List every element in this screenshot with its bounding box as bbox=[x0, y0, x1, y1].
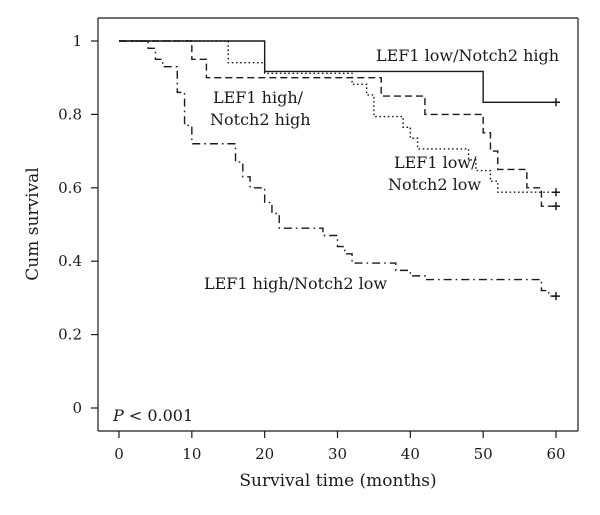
x-tick-label: 20 bbox=[255, 445, 274, 463]
axis-ticks: 0 10 20 30 40 50 60 0 0.2 0.4 0.6 0.8 1 bbox=[58, 32, 565, 463]
y-tick-label: 0.2 bbox=[58, 326, 82, 344]
y-tick-label: 0.6 bbox=[58, 179, 82, 197]
censor-mark bbox=[552, 188, 560, 197]
x-tick-label: 50 bbox=[474, 445, 493, 463]
survival-curve-dashed bbox=[119, 40, 556, 207]
annotation-line: LEF1 high/Notch2 low bbox=[204, 274, 387, 293]
x-tick-label: 60 bbox=[546, 445, 565, 463]
survival-curve-dotted bbox=[119, 40, 556, 193]
annotation-lef1-high-notch2-high: LEF1 high/Notch2 high bbox=[210, 88, 311, 129]
y-tick-label: 0.8 bbox=[58, 105, 82, 123]
y-tick-label: 0.4 bbox=[58, 252, 82, 270]
annotation-line: Notch2 low bbox=[388, 175, 481, 194]
survival-curves bbox=[119, 40, 560, 301]
survival-curve-solid bbox=[119, 40, 556, 103]
plot-area bbox=[97, 17, 579, 432]
p-value-label: P < 0.001 bbox=[112, 406, 193, 425]
x-tick-label: 0 bbox=[114, 445, 124, 463]
p-value-text: < 0.001 bbox=[124, 406, 193, 425]
x-tick-label: 30 bbox=[328, 445, 347, 463]
y-tick-label: 1 bbox=[72, 32, 82, 50]
annotation-line: Notch2 high bbox=[210, 110, 311, 129]
y-axis-title: Cum survival bbox=[23, 167, 43, 281]
annotation-line: LEF1 high/ bbox=[213, 88, 304, 107]
annotation-lef1-low-notch2-low: LEF1 low/Notch2 low bbox=[388, 153, 481, 194]
y-tick-label: 0 bbox=[72, 399, 82, 417]
annotation-line: LEF1 low/ bbox=[394, 153, 477, 172]
annotation-line: LEF1 low/Notch2 high bbox=[376, 46, 559, 65]
annotation-lef1-high-notch2-low: LEF1 high/Notch2 low bbox=[204, 274, 387, 293]
censor-mark bbox=[552, 202, 560, 211]
x-tick-label: 40 bbox=[401, 445, 420, 463]
p-value-symbol: P bbox=[112, 406, 124, 425]
x-tick-label: 10 bbox=[182, 445, 201, 463]
survival-curve-dashdot bbox=[119, 40, 556, 297]
censor-mark bbox=[552, 98, 560, 107]
censor-mark bbox=[552, 292, 560, 301]
x-axis-title: Survival time (months) bbox=[239, 471, 436, 491]
annotation-lef1-low-notch2-high: LEF1 low/Notch2 high bbox=[376, 46, 559, 65]
